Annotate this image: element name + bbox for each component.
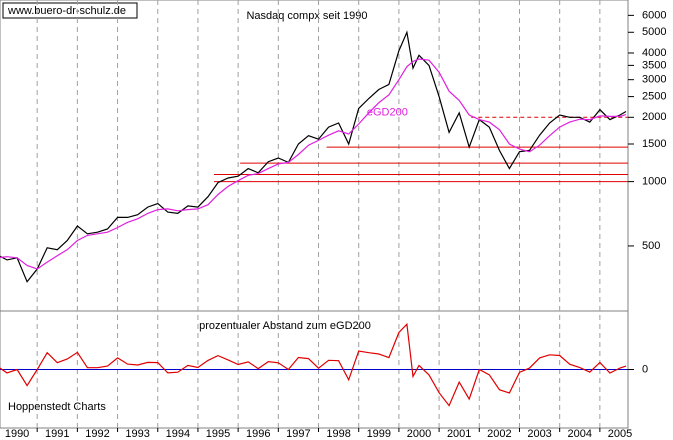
source-box xyxy=(2,2,138,19)
y-tick-label: 0 xyxy=(642,363,648,375)
series-line xyxy=(0,322,627,407)
plot-frame xyxy=(0,0,629,429)
x-tick-label: 1994 xyxy=(166,428,190,440)
panel-title: prozentualer Abstand zum eGD200 xyxy=(199,320,371,332)
y-tick-label: 2500 xyxy=(642,91,666,103)
x-tick-label: 1991 xyxy=(45,428,69,440)
x-tick-label: 1992 xyxy=(85,428,109,440)
series-line xyxy=(0,30,627,283)
y-tick-label: 6000 xyxy=(642,9,666,21)
series-label: eGD200 xyxy=(367,107,408,119)
x-tick-label: 1998 xyxy=(326,428,350,440)
x-tick-label: 2005 xyxy=(608,428,632,440)
x-tick-label: 2004 xyxy=(568,428,592,440)
series-line xyxy=(0,58,627,270)
x-tick-label: 1995 xyxy=(206,428,230,440)
chart-title: Nasdaq compx seit 1990 xyxy=(246,10,367,22)
y-tick-label: 500 xyxy=(642,240,660,252)
x-tick-label: 2002 xyxy=(487,428,511,440)
credit: Hoppenstedt Charts xyxy=(8,401,106,413)
source: www.buero-dr-schulz.de xyxy=(7,5,126,17)
x-tick-label: 1999 xyxy=(367,428,391,440)
x-tick-label: 2003 xyxy=(527,428,551,440)
y-tick-label: 5000 xyxy=(642,26,666,38)
y-tick-label: 3000 xyxy=(642,74,666,86)
y-tick-label: 3500 xyxy=(642,59,666,71)
x-tick-label: 1990 xyxy=(5,428,29,440)
x-tick-label: 1997 xyxy=(286,428,310,440)
y-tick-label: 4000 xyxy=(642,47,666,59)
y-tick-label: 1000 xyxy=(642,176,666,188)
y-tick-label: 2000 xyxy=(642,111,666,123)
x-tick-label: 1996 xyxy=(246,428,270,440)
x-tick-label: 2001 xyxy=(447,428,471,440)
y-tick-label: 1500 xyxy=(642,138,666,150)
x-tick-label: 1993 xyxy=(125,428,149,440)
x-tick-label: 2000 xyxy=(407,428,431,440)
